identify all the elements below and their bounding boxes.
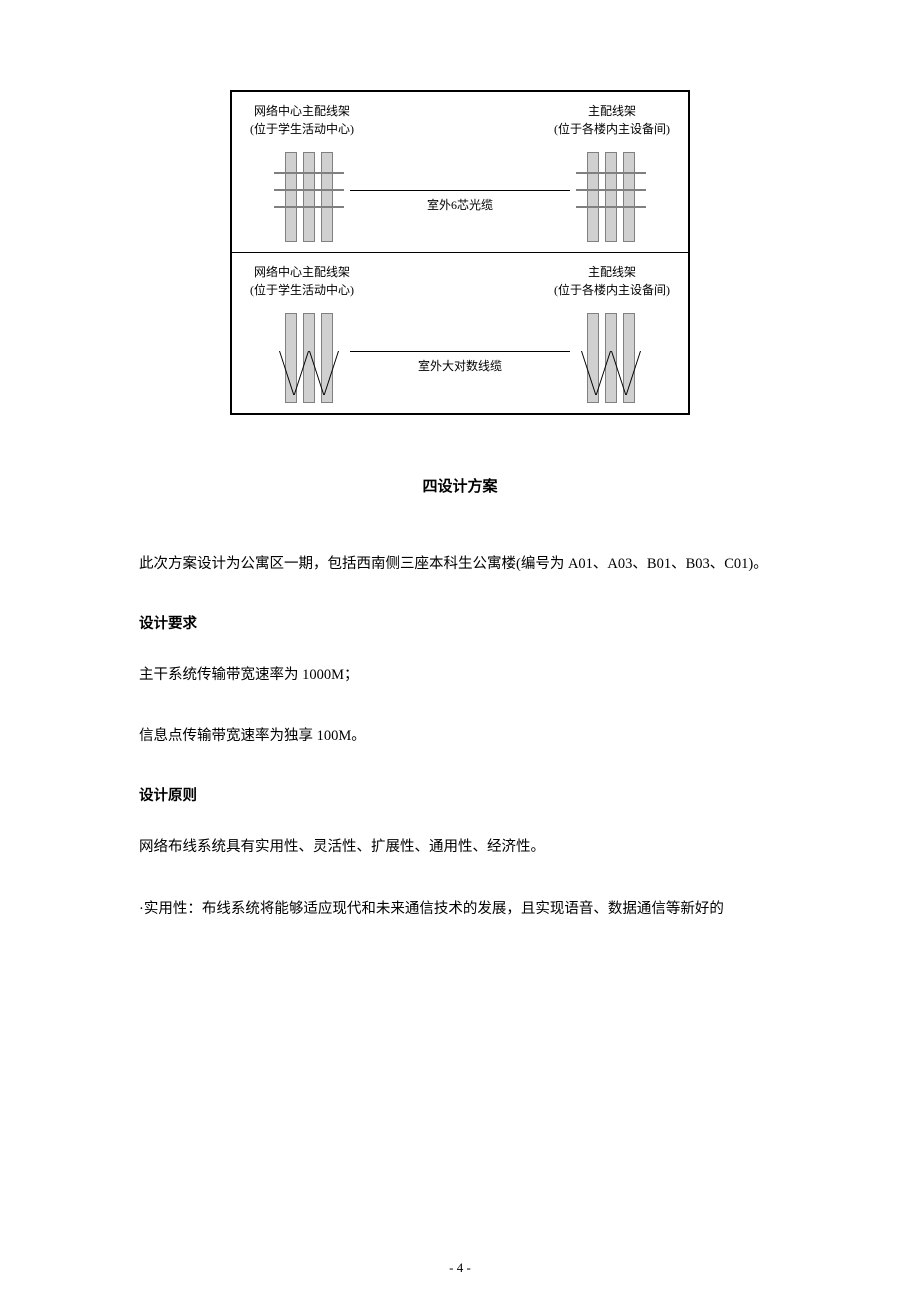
principle-bullet-1: ·实用性：布线系统将能够适应现代和未来通信技术的发展，且实现语音、数据通信等新好… [110, 891, 810, 929]
section-title: 四设计方案 [110, 475, 810, 496]
requirement-2: 信息点传输带宽速率为独享 100M。 [110, 718, 810, 756]
cable-bottom [350, 351, 570, 352]
diagram-top-right-label: 主配线架 (位于各楼内主设备间) [554, 102, 670, 138]
page-number: - 4 - [0, 1260, 920, 1276]
cable-bottom-label: 室外大对数线缆 [232, 357, 688, 374]
diagram-bottom-left-label: 网络中心主配线架 (位于学生活动中心) [250, 263, 354, 299]
subhead-requirements: 设计要求 [110, 612, 810, 633]
diagram-top-left-label: 网络中心主配线架 (位于学生活动中心) [250, 102, 354, 138]
intro-paragraph: 此次方案设计为公寓区一期，包括西南侧三座本科生公寓楼(编号为 A01、A03、B… [110, 546, 810, 584]
cable-top-label: 室外6芯光缆 [232, 196, 688, 213]
subhead-principles: 设计原则 [110, 784, 810, 805]
principle-intro: 网络布线系统具有实用性、灵活性、扩展性、通用性、经济性。 [110, 829, 810, 867]
cable-top [350, 190, 570, 191]
diagram-bottom-right-label: 主配线架 (位于各楼内主设备间) [554, 263, 670, 299]
requirement-1: 主干系统传输带宽速率为 1000M； [110, 657, 810, 695]
network-diagram: 网络中心主配线架 (位于学生活动中心) 主配线架 (位于各楼内主设备间) [230, 90, 690, 415]
